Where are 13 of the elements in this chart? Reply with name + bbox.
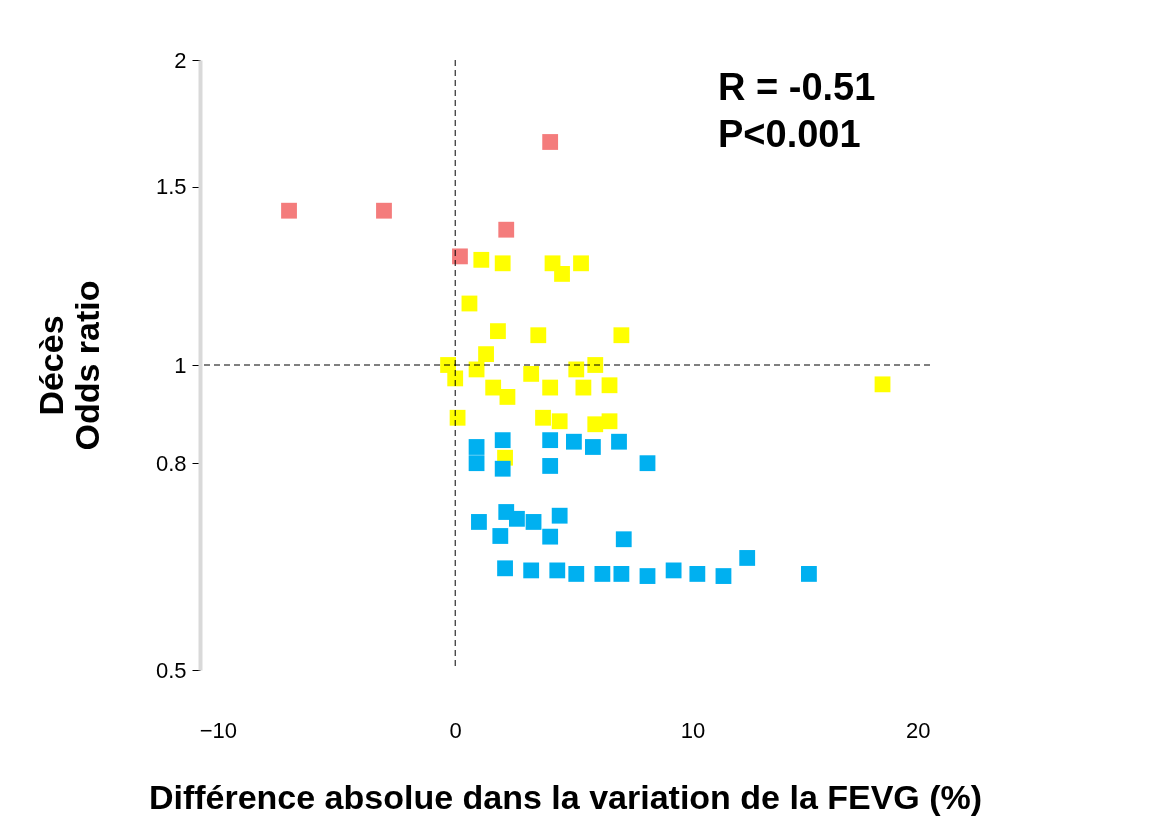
y-tick-label: 1 <box>174 352 187 378</box>
x-tick-label: 10 <box>680 717 706 743</box>
x-axis-title: Différence absolue dans la variation de la FEVG (%) <box>148 777 983 816</box>
y-tick-label: 0.5 <box>155 657 187 683</box>
annotation: P<0.001 <box>718 113 861 155</box>
y-tick-label: 2 <box>174 47 187 73</box>
x-tick-label: 0 <box>449 717 462 743</box>
annotation: R = -0.51 <box>718 66 876 108</box>
y-tick-label: 1.5 <box>155 174 187 200</box>
x-tick-label: 20 <box>906 717 931 743</box>
y-axis-title: Décès Odds ratio <box>31 280 106 451</box>
y-tick-label: 0.8 <box>155 450 187 476</box>
x-tick-label: −10 <box>199 717 237 743</box>
